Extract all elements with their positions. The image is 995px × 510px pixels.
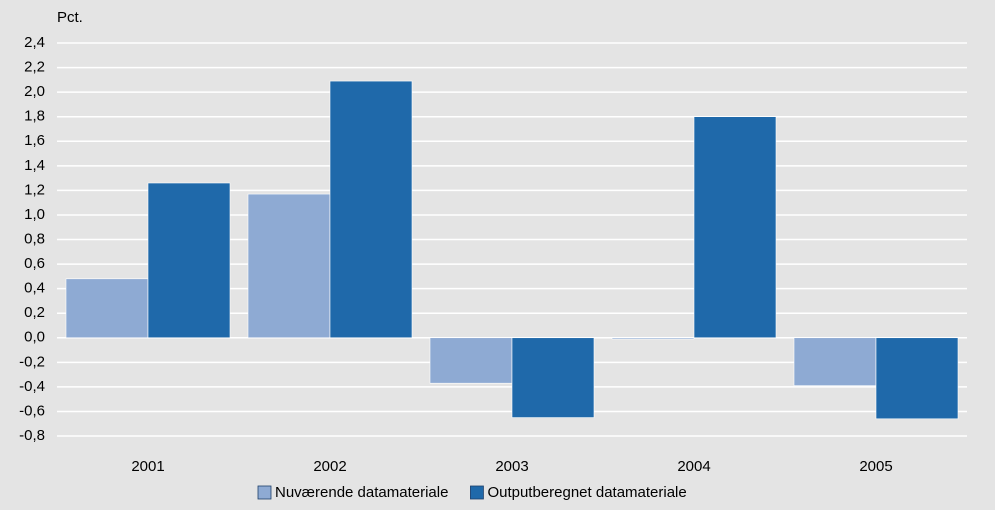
x-tick-label: 2005 xyxy=(859,458,892,475)
y-tick-label: 1,8 xyxy=(24,108,45,125)
legend-label: Nuværende datamateriale xyxy=(275,484,448,501)
bar xyxy=(511,337,595,418)
bar xyxy=(329,80,413,339)
x-tick-label: 2002 xyxy=(313,458,346,475)
y-tick-label: -0,4 xyxy=(19,378,45,395)
y-tick-label: 1,6 xyxy=(24,132,45,149)
y-tick-label: 0,4 xyxy=(24,280,45,297)
y-tick-label: 0,6 xyxy=(24,255,45,272)
y-tick-label: 1,4 xyxy=(24,157,45,174)
bar xyxy=(147,182,231,339)
y-tick-label: 2,4 xyxy=(24,34,45,51)
y-tick-label: 2,2 xyxy=(24,59,45,76)
bar xyxy=(429,337,513,384)
x-tick-label: 2004 xyxy=(677,458,710,475)
y-tick-label: 0,0 xyxy=(24,329,45,346)
y-tick-label: 0,8 xyxy=(24,230,45,247)
x-tick-label: 2003 xyxy=(495,458,528,475)
y-tick-label: 1,2 xyxy=(24,181,45,198)
legend-swatch xyxy=(470,485,484,500)
bar xyxy=(693,116,777,339)
bar xyxy=(611,337,695,340)
y-tick-label: -0,2 xyxy=(19,353,45,370)
y-axis-label: Pct. xyxy=(57,9,83,26)
bar xyxy=(247,193,331,339)
y-tick-label: 0,2 xyxy=(24,304,45,321)
bar xyxy=(793,337,877,386)
bar xyxy=(875,337,959,420)
y-tick-label: 2,0 xyxy=(24,83,45,100)
bar xyxy=(65,278,149,339)
legend-swatch xyxy=(257,485,272,500)
legend-label: Outputberegnet datamateriale xyxy=(487,484,686,501)
x-tick-label: 2001 xyxy=(131,458,164,475)
y-tick-label: -0,8 xyxy=(19,427,45,444)
y-tick-label: 1,0 xyxy=(24,206,45,223)
y-tick-label: -0,6 xyxy=(19,402,45,419)
